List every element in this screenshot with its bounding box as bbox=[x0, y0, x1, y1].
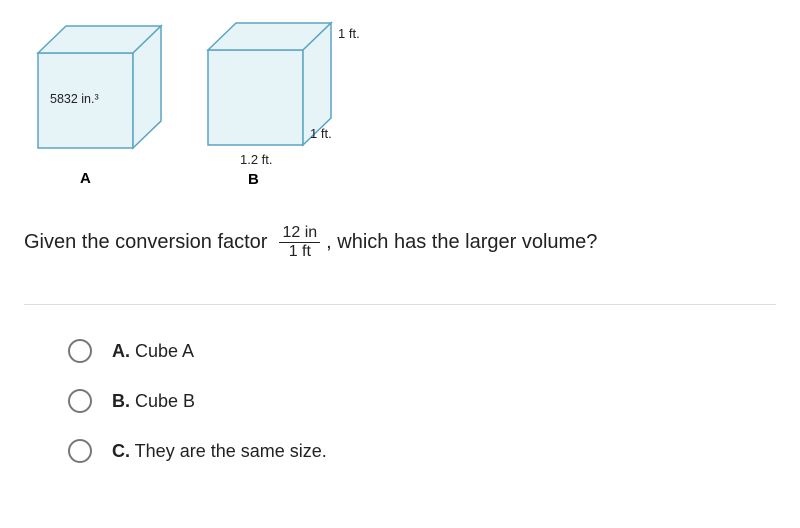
fraction-numerator: 12 in bbox=[279, 224, 320, 243]
cube-b-width-text: 1.2 ft. bbox=[240, 152, 273, 167]
cube-b-svg: 1 ft. 1 ft. 1.2 ft. bbox=[198, 18, 378, 173]
cube-a-svg: 5832 in.³ bbox=[28, 18, 168, 158]
conversion-fraction: 12 in 1 ft bbox=[279, 224, 320, 260]
cube-b-letter: B bbox=[198, 171, 378, 188]
figure-area: 5832 in.³ A 1 ft. 1 ft. 1.2 ft. B bbox=[0, 0, 800, 188]
cube-b-depth-text: 1 ft. bbox=[310, 126, 332, 141]
choice-a[interactable]: A. Cube A bbox=[68, 339, 800, 363]
question-text: Given the conversion factor 12 in 1 ft ,… bbox=[0, 188, 800, 260]
cube-a-letter: A bbox=[28, 170, 168, 187]
choice-b-text: B. Cube B bbox=[112, 391, 195, 412]
choice-b[interactable]: B. Cube B bbox=[68, 389, 800, 413]
cube-a-wrap: 5832 in.³ A bbox=[28, 18, 168, 187]
choice-c-text: C. They are the same size. bbox=[112, 441, 327, 462]
question-part1: Given the conversion factor bbox=[24, 231, 267, 254]
question-part2: , which has the larger volume? bbox=[326, 231, 597, 254]
choice-a-text: A. Cube A bbox=[112, 341, 194, 362]
radio-icon bbox=[68, 389, 92, 413]
radio-icon bbox=[68, 439, 92, 463]
radio-icon bbox=[68, 339, 92, 363]
cube-b-wrap: 1 ft. 1 ft. 1.2 ft. B bbox=[198, 18, 378, 188]
fraction-denominator: 1 ft bbox=[286, 243, 314, 261]
choice-c[interactable]: C. They are the same size. bbox=[68, 439, 800, 463]
cube-b-height-text: 1 ft. bbox=[338, 26, 360, 41]
choices: A. Cube A B. Cube B C. They are the same… bbox=[0, 305, 800, 463]
cube-a-volume-text: 5832 in.³ bbox=[50, 92, 99, 106]
